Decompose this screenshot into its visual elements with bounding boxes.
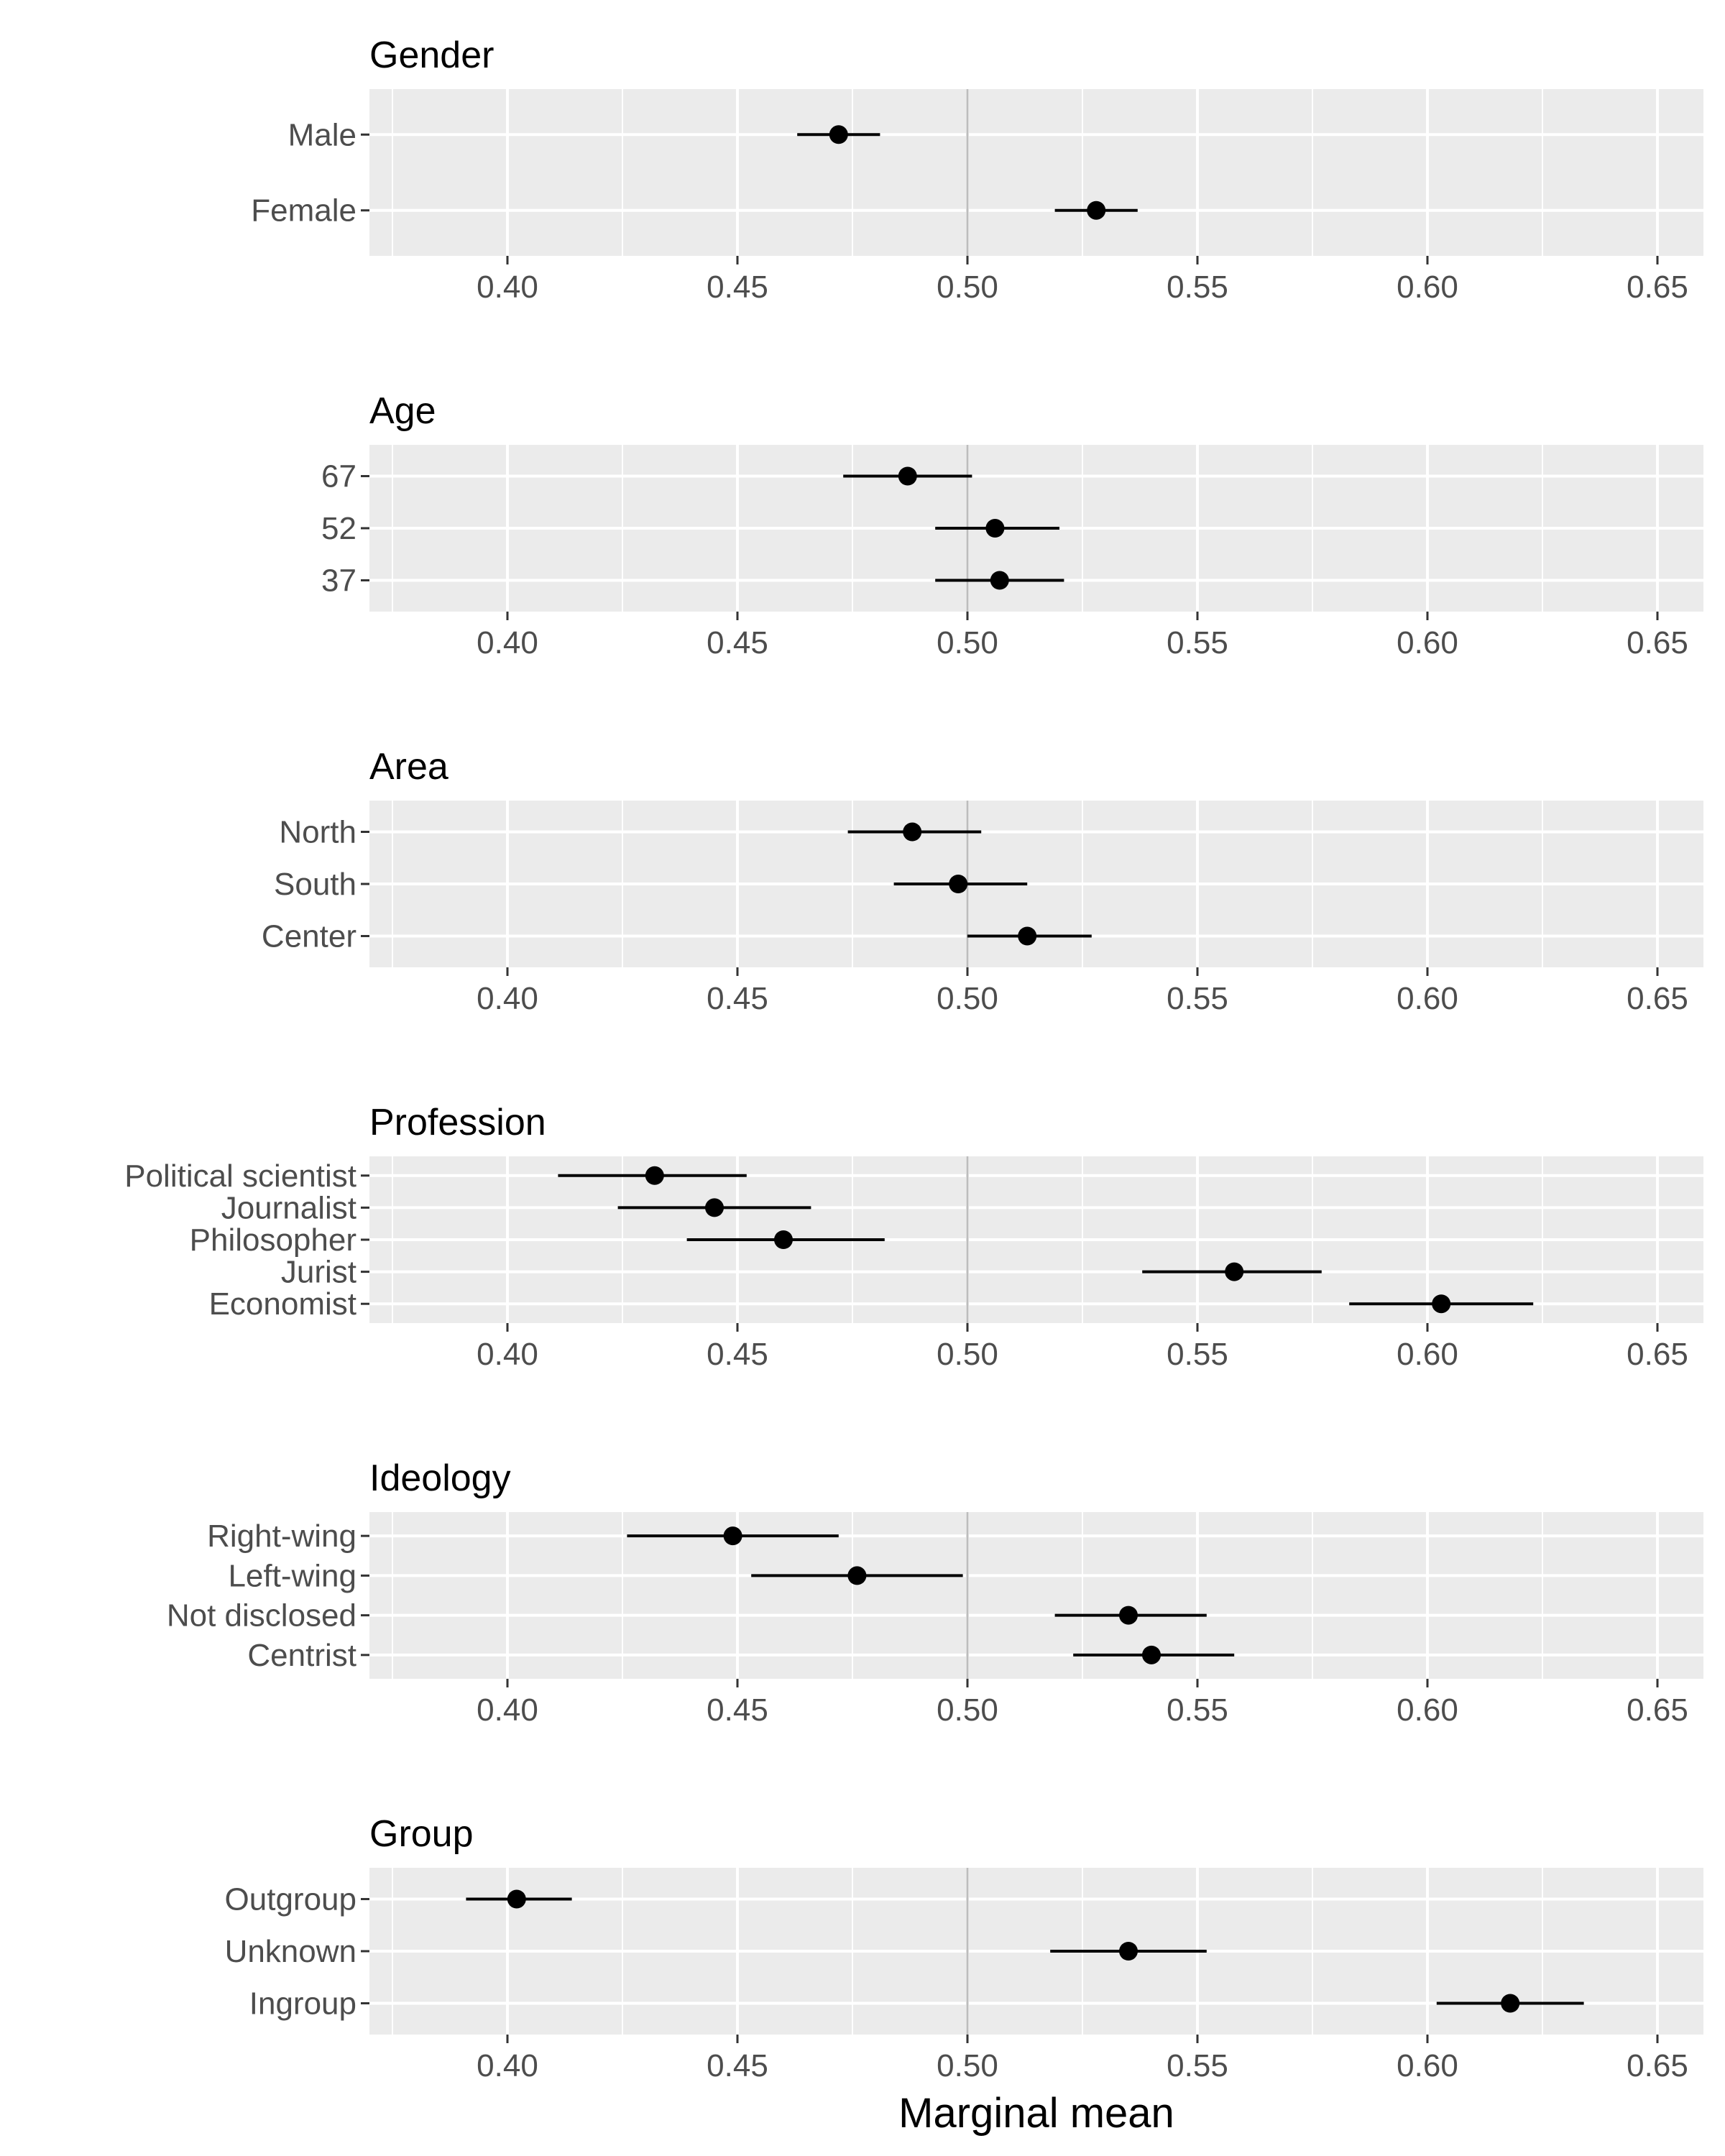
panel-background (369, 89, 1703, 256)
x-tick-label: 0.55 (1167, 270, 1228, 305)
data-point (774, 1230, 793, 1249)
data-point (1432, 1294, 1451, 1314)
data-point (705, 1198, 724, 1217)
y-tick-label: 52 (321, 511, 356, 546)
x-tick-label: 0.60 (1397, 2048, 1458, 2083)
data-point (903, 822, 922, 842)
x-tick-label: 0.40 (477, 2048, 538, 2083)
y-tick-label: 67 (321, 459, 356, 494)
y-tick-label: Center (262, 919, 356, 954)
x-tick-label: 0.65 (1627, 981, 1688, 1016)
y-tick-label: 37 (321, 563, 356, 599)
x-tick-label: 0.50 (937, 2048, 998, 2083)
data-point (1087, 201, 1106, 220)
data-point (949, 875, 968, 893)
y-tick-label: Centrist (247, 1638, 356, 1673)
y-tick-label: Male (288, 117, 356, 152)
y-tick-label: South (274, 867, 356, 902)
data-point (985, 519, 1005, 538)
x-tick-label: 0.50 (937, 1692, 998, 1728)
y-tick-label: Economist (209, 1286, 356, 1322)
data-point (1018, 926, 1037, 946)
y-tick-label: Ingroup (249, 1986, 356, 2022)
x-tick-label: 0.40 (477, 1337, 538, 1372)
panel-background (369, 1512, 1703, 1679)
data-point (1142, 1645, 1161, 1664)
data-point (723, 1526, 742, 1546)
x-tick-label: 0.55 (1167, 625, 1228, 660)
data-point (507, 1889, 526, 1909)
x-tick-label: 0.65 (1627, 1692, 1688, 1728)
x-tick-label: 0.45 (707, 1692, 768, 1728)
x-tick-label: 0.40 (477, 981, 538, 1016)
x-axis-title: Marginal mean (898, 2090, 1174, 2137)
x-tick-label: 0.40 (477, 1692, 538, 1728)
y-tick-label: Female (251, 193, 356, 229)
facet-area: Area North South Center 0.40 0.45 0.50 0.55 0.60… (262, 746, 1703, 1016)
x-tick-label: 0.55 (1167, 2048, 1228, 2083)
x-tick-label: 0.60 (1397, 981, 1458, 1016)
x-tick-label: 0.65 (1627, 1337, 1688, 1372)
x-tick-label: 0.50 (937, 270, 998, 305)
data-point (829, 125, 848, 144)
facet-title: Area (369, 746, 448, 788)
y-tick-label: Right-wing (207, 1519, 356, 1554)
x-tick-label: 0.50 (937, 981, 998, 1016)
y-tick-label: North (279, 815, 356, 850)
facet-group: Group Outgroup Unknown Ingroup 0.40 0.45 0.50 0… (225, 1813, 1703, 2083)
facet-title: Profession (369, 1102, 546, 1143)
y-tick-label: Political scientist (124, 1158, 356, 1194)
data-point (1225, 1262, 1244, 1281)
x-tick-label: 0.55 (1167, 1692, 1228, 1728)
data-point (898, 466, 917, 486)
x-tick-label: 0.50 (937, 1337, 998, 1372)
facet-title: Age (369, 390, 436, 432)
data-point (645, 1166, 664, 1185)
x-tick-label: 0.65 (1627, 270, 1688, 305)
data-point (847, 1566, 867, 1585)
y-tick-label: Philosopher (190, 1222, 356, 1258)
x-tick-label: 0.60 (1397, 270, 1458, 305)
data-point (1501, 1994, 1520, 2013)
facet-title: Gender (369, 34, 494, 76)
x-tick-label: 0.45 (707, 1337, 768, 1372)
x-tick-label: 0.55 (1167, 1337, 1228, 1372)
data-point (1119, 1606, 1138, 1625)
x-tick-label: 0.60 (1397, 625, 1458, 660)
x-tick-label: 0.60 (1397, 1337, 1458, 1372)
x-tick-label: 0.65 (1627, 2048, 1688, 2083)
x-tick-label: 0.40 (477, 270, 538, 305)
facet-title: Ideology (369, 1457, 511, 1499)
y-tick-label: Left-wing (228, 1558, 356, 1593)
x-tick-label: 0.50 (937, 625, 998, 660)
y-tick-label: Journalist (221, 1190, 356, 1225)
x-tick-label: 0.60 (1397, 1692, 1458, 1728)
x-tick-label: 0.40 (477, 625, 538, 660)
facet-gender: Gender Male Female 0.40 0.45 0.50 0.55 0.60 0.65 (251, 34, 1703, 305)
y-tick-label: Unknown (225, 1934, 356, 1969)
x-tick-label: 0.45 (707, 2048, 768, 2083)
x-tick-label: 0.55 (1167, 981, 1228, 1016)
y-tick-label: Not disclosed (167, 1598, 356, 1634)
facet-title: Group (369, 1813, 474, 1855)
x-tick-label: 0.45 (707, 270, 768, 305)
x-tick-label: 0.65 (1627, 625, 1688, 660)
x-tick-label: 0.45 (707, 625, 768, 660)
data-point (1119, 1942, 1138, 1961)
facet-profession: Profession Political scientistJournalistP… (124, 1102, 1703, 1372)
x-tick-label: 0.45 (707, 981, 768, 1016)
facet-age: Age 67 52 37 0.40 0.45 0.50 0.55 0.60 0.65 (321, 390, 1703, 660)
data-point (990, 571, 1009, 590)
y-tick-label: Outgroup (225, 1882, 356, 1917)
facet-ideology: Ideology Right-wing Left-wing Not disclosed… (167, 1457, 1703, 1728)
y-tick-label: Jurist (281, 1255, 356, 1290)
